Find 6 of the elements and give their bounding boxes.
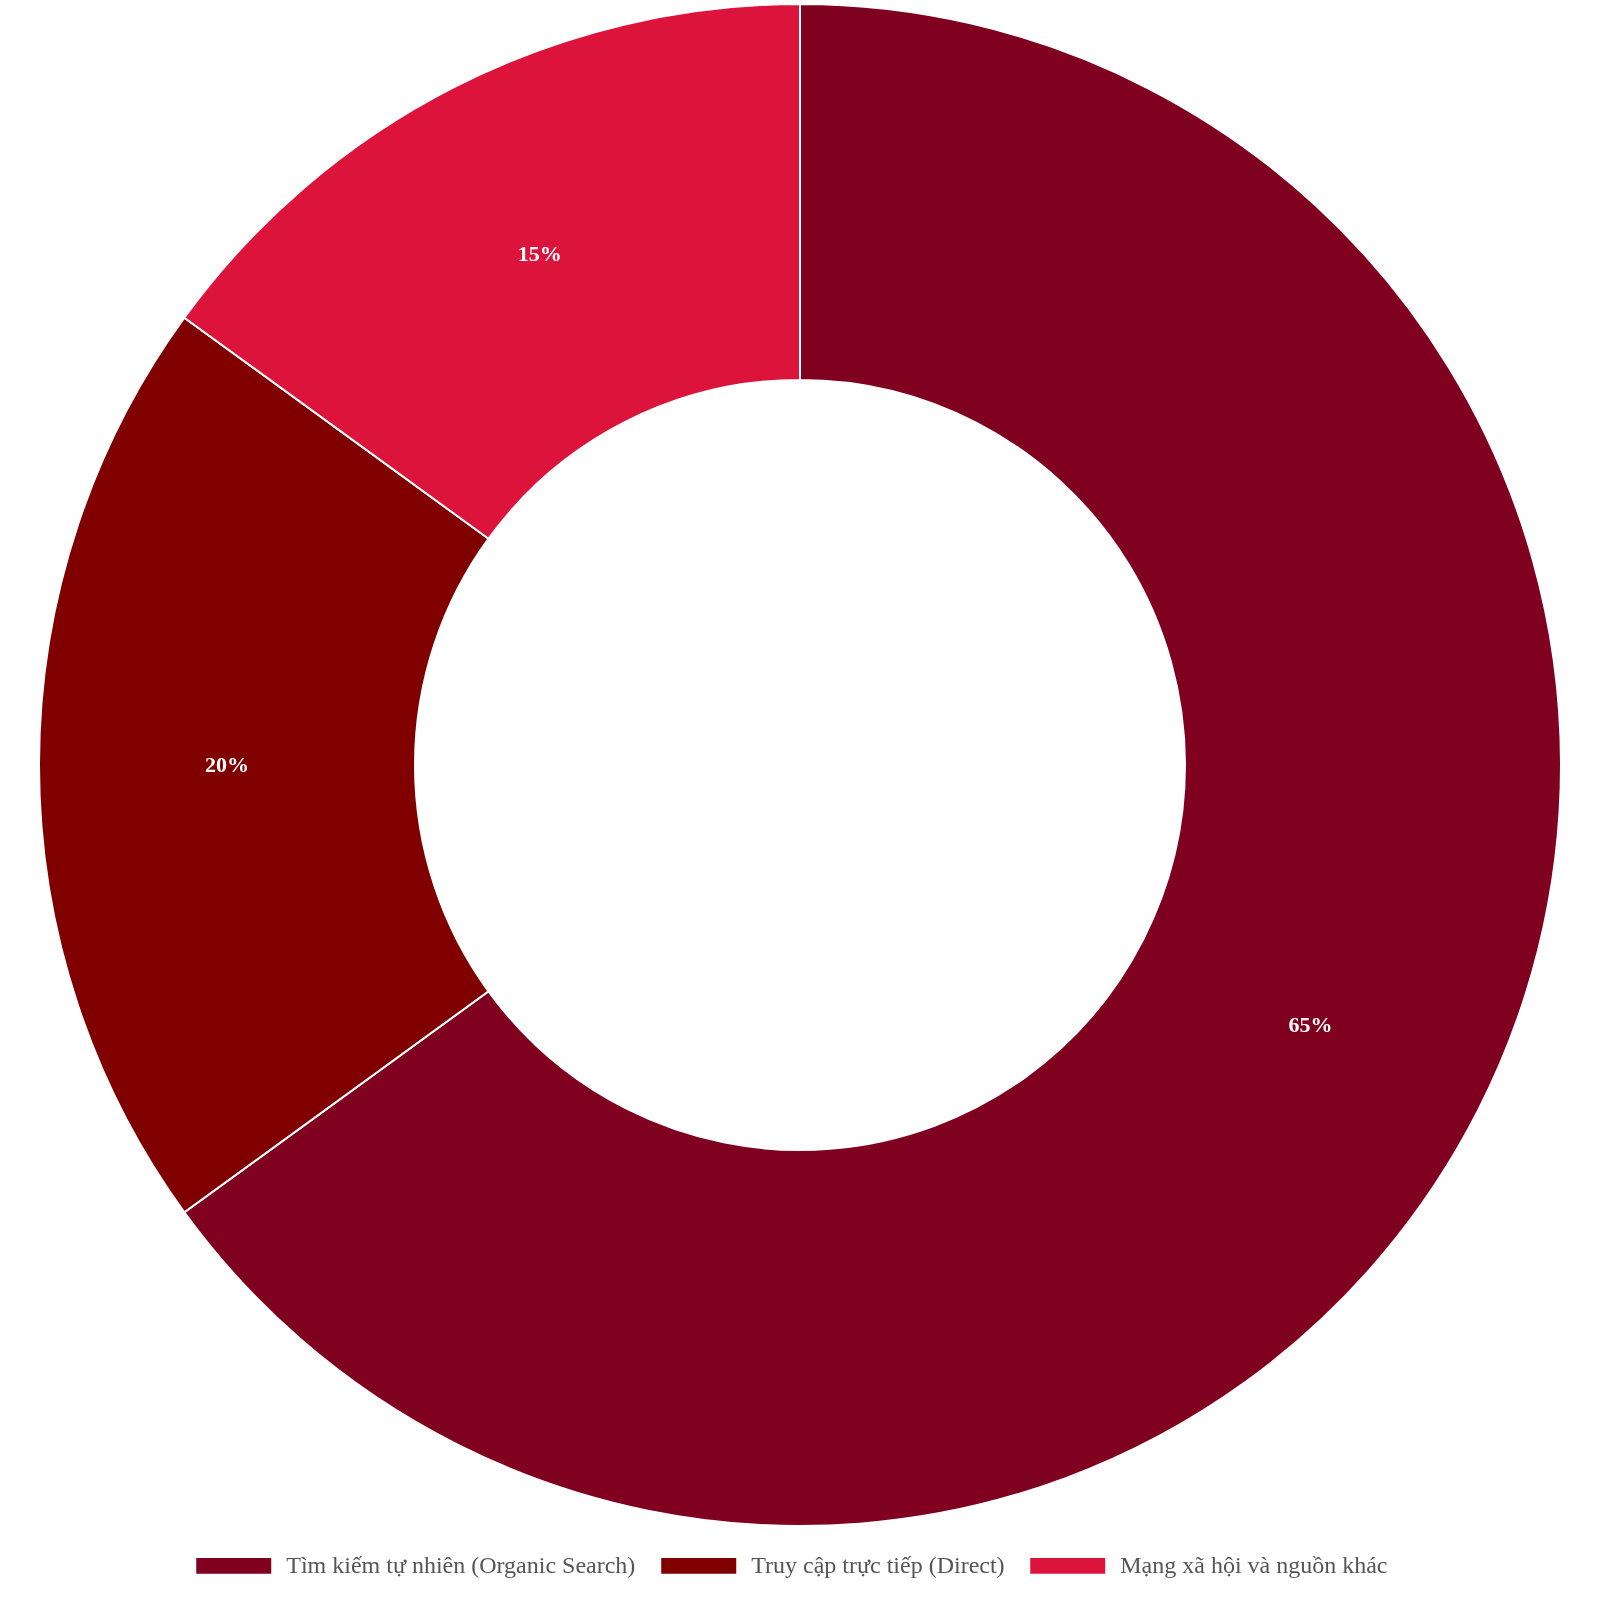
data-label: 15% [517, 241, 562, 267]
data-label: 20% [205, 752, 249, 777]
data-label: 65% [1288, 1012, 1333, 1038]
legend-label: Mạng xã hội và nguồn khác [1120, 1551, 1388, 1578]
legend-label: Truy cập trực tiếp (Direct) [751, 1551, 1005, 1578]
legend-label: Tìm kiếm tự nhiên (Organic Search) [286, 1551, 636, 1578]
